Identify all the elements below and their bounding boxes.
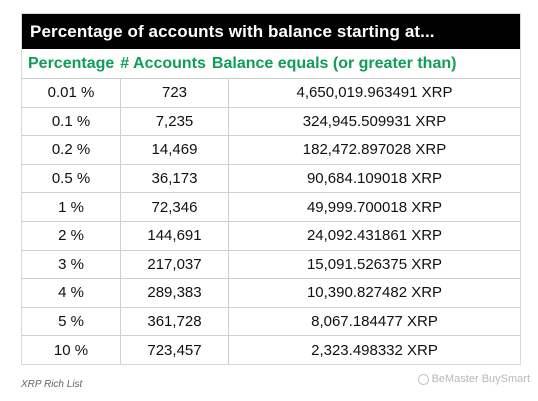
table-row: 0.5 % 36,173 90,684.109018 XRP bbox=[22, 164, 520, 194]
balance-cell: 24,092.431861 XRP bbox=[306, 227, 443, 245]
balance-cell: 8,067.184477 XRP bbox=[311, 313, 438, 331]
accounts-cell: 7,235 bbox=[121, 107, 229, 136]
table-row: 5 % 361,728 8,067.184477 XRP bbox=[22, 307, 520, 337]
percentage-cell: 5 % bbox=[22, 307, 121, 336]
percentage-cell: 1 % bbox=[22, 193, 121, 221]
accounts-cell: 723,457 bbox=[121, 336, 229, 364]
table-row: 2 % 144,691 24,092.431861 XRP bbox=[22, 221, 520, 251]
balance-cell: 90,684.109018 XRP bbox=[306, 170, 443, 188]
header-percentage: Percentage bbox=[28, 54, 115, 72]
accounts-cell: 361,728 bbox=[121, 307, 229, 336]
watermark: BeMaster BuySmart bbox=[417, 373, 530, 385]
table-row: 10 % 723,457 2,323.498332 XRP bbox=[22, 336, 520, 364]
balance-cell: 182,472.897028 XRP bbox=[302, 141, 447, 159]
accounts-cell: 72,346 bbox=[121, 193, 229, 221]
watermark-logo-icon bbox=[417, 373, 429, 385]
accounts-cell: 217,037 bbox=[121, 250, 229, 279]
balance-cell: 15,091.526375 XRP bbox=[306, 255, 443, 273]
table-row: 4 % 289,383 10,390.827482 XRP bbox=[22, 279, 520, 308]
watermark-text: BeMaster BuySmart bbox=[431, 373, 530, 385]
balance-cell: 324,945.509931 XRP bbox=[302, 112, 447, 130]
header-balance: Balance equals (or greater than) bbox=[211, 54, 457, 72]
table-body: 0.01 % 723 4,650,019.963491 XRP 0.1 % 7,… bbox=[22, 79, 520, 364]
percentage-cell: 10 % bbox=[22, 336, 121, 364]
table-row: 0.01 % 723 4,650,019.963491 XRP bbox=[22, 79, 520, 108]
balance-cell: 49,999.700018 XRP bbox=[306, 198, 443, 216]
header-accounts: # Accounts bbox=[120, 54, 206, 72]
source-caption: XRP Rich List bbox=[21, 379, 83, 390]
table-row: 0.2 % 14,469 182,472.897028 XRP bbox=[22, 136, 520, 165]
rich-list-table: Percentage of accounts with balance star… bbox=[21, 13, 521, 365]
percentage-cell: 2 % bbox=[22, 221, 121, 250]
table-header-row: Percentage # Accounts Balance equals (or… bbox=[22, 49, 520, 79]
table-row: 3 % 217,037 15,091.526375 XRP bbox=[22, 250, 520, 280]
percentage-cell: 0.1 % bbox=[22, 107, 121, 136]
accounts-cell: 723 bbox=[121, 79, 229, 107]
percentage-cell: 3 % bbox=[22, 250, 121, 279]
balance-cell: 10,390.827482 XRP bbox=[306, 284, 443, 302]
accounts-cell: 36,173 bbox=[121, 164, 229, 193]
table-row: 0.1 % 7,235 324,945.509931 XRP bbox=[22, 107, 520, 137]
table-row: 1 % 72,346 49,999.700018 XRP bbox=[22, 193, 520, 222]
percentage-cell: 4 % bbox=[22, 279, 121, 307]
balance-cell: 2,323.498332 XRP bbox=[311, 341, 438, 359]
table-title: Percentage of accounts with balance star… bbox=[22, 14, 520, 49]
percentage-cell: 0.5 % bbox=[22, 164, 121, 193]
accounts-cell: 289,383 bbox=[121, 279, 229, 307]
percentage-cell: 0.2 % bbox=[22, 136, 121, 164]
percentage-cell: 0.01 % bbox=[22, 79, 121, 107]
accounts-cell: 14,469 bbox=[121, 136, 229, 164]
balance-cell: 4,650,019.963491 XRP bbox=[296, 84, 453, 102]
accounts-cell: 144,691 bbox=[121, 221, 229, 250]
